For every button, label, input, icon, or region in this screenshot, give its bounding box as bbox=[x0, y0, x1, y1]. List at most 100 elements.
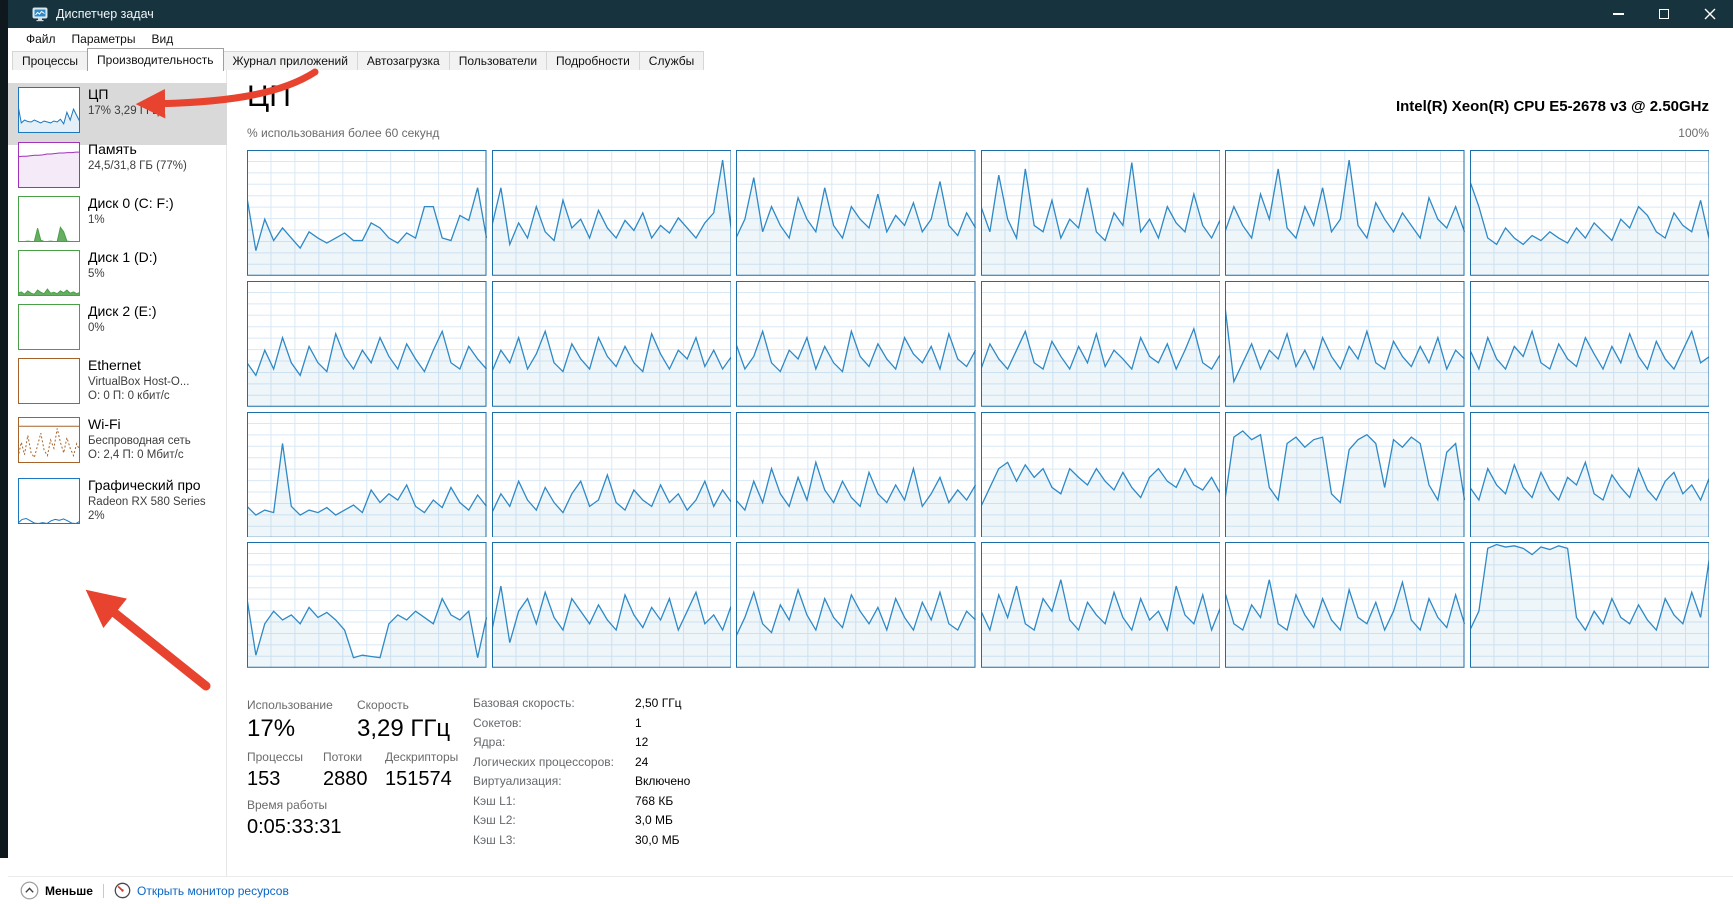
tab-details[interactable]: Подробности bbox=[546, 51, 640, 71]
close-button[interactable] bbox=[1687, 0, 1733, 28]
window-title: Диспетчер задач bbox=[56, 7, 154, 21]
tab-services[interactable]: Службы bbox=[638, 51, 705, 71]
minimize-button[interactable] bbox=[1595, 0, 1641, 28]
sidebar-item-sub: 0% bbox=[88, 322, 105, 334]
chart-max-label: 100% bbox=[1678, 126, 1709, 140]
sidebar-item-gpu[interactable]: Графический про Radeon RX 580 Series 2% bbox=[8, 474, 227, 530]
spec-label: Сокетов: bbox=[473, 715, 522, 730]
page-title: ЦП bbox=[247, 80, 291, 113]
sidebar-item-wifi[interactable]: Wi-Fi Беспроводная сеть О: 2,4 П: 0 Мбит… bbox=[8, 413, 227, 469]
spec-label: Кэш L2: bbox=[473, 813, 516, 827]
speed-value: 3,29 ГГц bbox=[357, 715, 451, 742]
cpu-core-chart bbox=[736, 412, 976, 538]
sidebar-item-title: Диск 0 (C: F:) bbox=[88, 195, 174, 211]
cpu-core-chart bbox=[247, 281, 487, 407]
wifi-mini-chart bbox=[17, 417, 81, 463]
handles-value: 151574 bbox=[385, 768, 452, 790]
spec-value: 768 КБ bbox=[635, 793, 674, 808]
sidebar-item-title: Диск 2 (E:) bbox=[88, 303, 157, 319]
sidebar-item-disk1[interactable]: Диск 1 (D:) 5% bbox=[8, 246, 227, 296]
tab-app-history[interactable]: Журнал приложений bbox=[222, 51, 358, 71]
cpu-core-chart bbox=[1225, 542, 1465, 668]
minimize-icon bbox=[1612, 13, 1624, 15]
sidebar-item-sub: 24,5/31,8 ГБ (77%) bbox=[88, 160, 187, 172]
cpu-core-chart bbox=[1225, 281, 1465, 407]
collapse-button[interactable]: Меньше bbox=[20, 881, 93, 900]
cpu-core-chart bbox=[980, 542, 1220, 668]
menubar: Файл Параметры Вид bbox=[8, 28, 1733, 49]
spec-value: 30,0 МБ bbox=[635, 832, 680, 847]
cpu-core-chart bbox=[491, 281, 731, 407]
spec-label: Кэш L1: bbox=[473, 793, 516, 808]
spec-label: Виртуализация: bbox=[473, 774, 562, 788]
spec-label: Ядра: bbox=[473, 735, 506, 749]
cpu-core-chart bbox=[980, 281, 1220, 407]
logical-processors-chart-grid bbox=[247, 150, 1709, 668]
spec-label: Базовая скорость: bbox=[473, 696, 575, 710]
sidebar-item-memory[interactable]: Память 24,5/31,8 ГБ (77%) bbox=[8, 138, 227, 188]
cpu-model-name: Intel(R) Xeon(R) CPU E5-2678 v3 @ 2.50GH… bbox=[1395, 98, 1709, 115]
tab-startup[interactable]: Автозагрузка bbox=[356, 51, 450, 71]
sidebar-item-title: Wi-Fi bbox=[88, 416, 121, 432]
cpu-core-chart bbox=[491, 150, 731, 276]
cpu-core-chart bbox=[736, 542, 976, 668]
uptime-label: Время работы bbox=[247, 798, 328, 812]
sidebar-item-cpu[interactable]: ЦП 17% 3,29 ГГц bbox=[8, 83, 227, 145]
sidebar-item-ethernet[interactable]: Ethernet VirtualBox Host-O... О: 0 П: 0 … bbox=[8, 354, 227, 410]
sidebar-item-sub2: 2% bbox=[88, 510, 105, 522]
disk2-mini-chart bbox=[18, 304, 80, 351]
usage-label: Использование bbox=[247, 698, 333, 712]
sidebar-item-title: Ethernet bbox=[88, 357, 141, 373]
sidebar-item-title: Диск 1 (D:) bbox=[88, 249, 158, 265]
titlebar: Диспетчер задач bbox=[8, 0, 1733, 28]
sidebar-item-sub: Radeon RX 580 Series bbox=[88, 496, 206, 508]
chart-caption-row: % использования более 60 секунд 100% bbox=[247, 126, 1709, 140]
sidebar-item-sub: 1% bbox=[88, 214, 105, 226]
sidebar-item-disk0[interactable]: Диск 0 (C: F:) 1% bbox=[8, 192, 227, 242]
sidebar-item-sub: Беспроводная сеть bbox=[88, 435, 191, 447]
tab-processes[interactable]: Процессы bbox=[12, 51, 89, 71]
tab-users[interactable]: Пользователи bbox=[448, 51, 548, 71]
chevron-up-circle-icon bbox=[20, 881, 39, 900]
cpu-core-chart bbox=[247, 412, 487, 538]
usage-value: 17% bbox=[247, 715, 296, 742]
performance-sidebar: ЦП 17% 3,29 ГГц Память 24,5/31,8 ГБ (77%… bbox=[8, 70, 227, 876]
footer-divider bbox=[102, 883, 104, 898]
cpu-core-chart bbox=[1469, 542, 1709, 668]
processes-value: 153 bbox=[247, 768, 281, 790]
cpu-core-chart bbox=[736, 281, 976, 407]
cpu-core-chart bbox=[1469, 150, 1709, 276]
cpu-core-chart bbox=[980, 412, 1220, 538]
threads-value: 2880 bbox=[323, 768, 368, 790]
disk0-mini-chart bbox=[18, 196, 80, 242]
cpu-core-chart bbox=[247, 542, 487, 668]
resource-monitor-icon bbox=[114, 882, 131, 899]
open-resource-monitor-link[interactable]: Открыть монитор ресурсов bbox=[114, 882, 289, 899]
menu-view[interactable]: Вид bbox=[151, 31, 174, 46]
sidebar-item-disk2[interactable]: Диск 2 (E:) 0% bbox=[8, 300, 227, 351]
ethernet-mini-chart bbox=[18, 358, 80, 405]
tab-performance[interactable]: Производительность bbox=[87, 48, 224, 71]
cpu-core-chart bbox=[980, 150, 1220, 276]
less-label: Меньше bbox=[45, 883, 93, 898]
cpu-performance-panel: ЦП Intel(R) Xeon(R) CPU E5-2678 v3 @ 2.5… bbox=[227, 70, 1733, 876]
menu-file[interactable]: Файл bbox=[26, 31, 56, 46]
cpu-core-chart bbox=[1225, 412, 1465, 538]
close-icon bbox=[1704, 8, 1716, 20]
cpu-stats: Использование 17% Скорость 3,29 ГГц Проц… bbox=[247, 692, 1347, 862]
maximize-button[interactable] bbox=[1641, 0, 1687, 28]
spec-value: 2,50 ГГц bbox=[635, 696, 682, 710]
footer-bar: Меньше Открыть монитор ресурсов bbox=[8, 876, 1733, 904]
menu-options[interactable]: Параметры bbox=[71, 31, 136, 46]
spec-value: 3,0 МБ bbox=[635, 813, 673, 827]
cpu-core-chart bbox=[247, 150, 487, 276]
cpu-core-chart bbox=[491, 542, 731, 668]
cpu-spec-table: Базовая скорость: 2,50 ГГц Сокетов: 1 Ядра… bbox=[473, 696, 690, 847]
spec-label: Логических процессоров: bbox=[473, 754, 614, 769]
chart-window-label: % использования более 60 секунд bbox=[247, 126, 440, 140]
sidebar-item-title: Графический про bbox=[88, 477, 201, 493]
uptime-value: 0:05:33:31 bbox=[247, 816, 342, 838]
gpu-mini-chart bbox=[17, 478, 81, 525]
desktop-background-strip bbox=[0, 0, 8, 858]
cpu-mini-chart bbox=[17, 87, 81, 133]
